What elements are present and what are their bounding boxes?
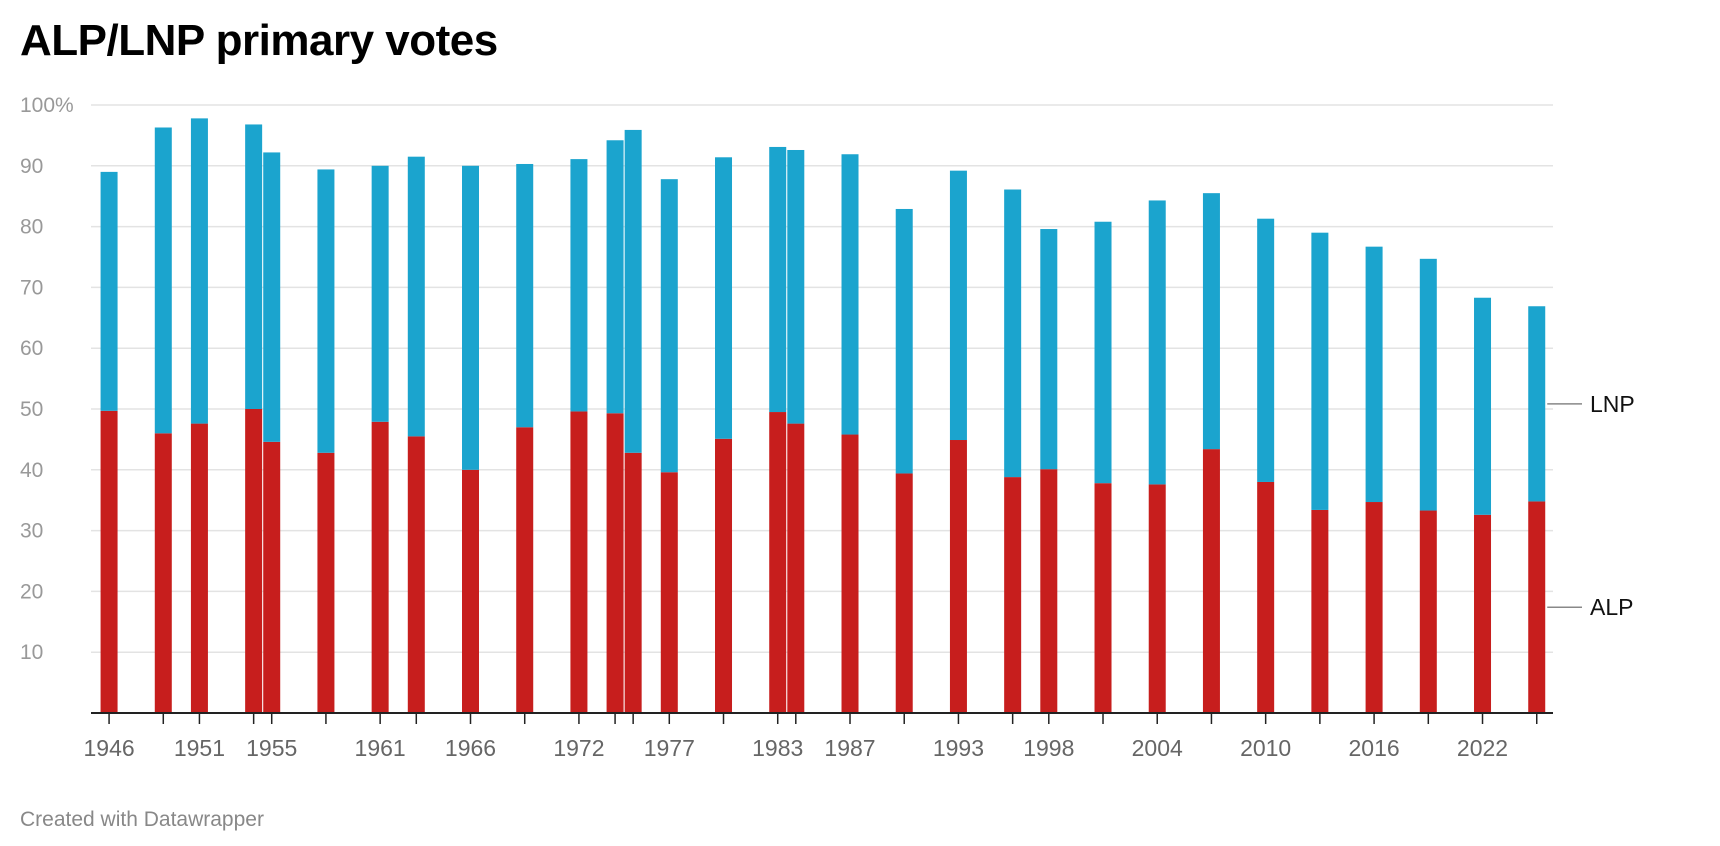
bar-alp <box>516 427 534 713</box>
x-tick-label: 2010 <box>1240 735 1291 761</box>
x-tick-label: 1983 <box>752 735 803 761</box>
bar-lnp <box>949 170 967 441</box>
y-tick-label: 50 <box>20 398 43 421</box>
bar-lnp <box>570 159 588 412</box>
bar-alp <box>1040 469 1058 713</box>
bar-alp <box>190 423 208 713</box>
bar-lnp <box>1365 246 1383 503</box>
x-tick-label: 1977 <box>644 735 695 761</box>
bar-alp <box>462 469 480 713</box>
bar-lnp <box>154 127 172 434</box>
bar-lnp <box>407 156 425 437</box>
bar-lnp <box>1311 232 1329 510</box>
bar-alp <box>787 423 805 713</box>
bar-lnp <box>100 171 118 411</box>
x-tick-label: 1951 <box>174 735 225 761</box>
bar-lnp <box>769 146 787 413</box>
bar-alp <box>715 438 733 713</box>
bar-alp <box>1257 481 1275 713</box>
bar-alp <box>1202 449 1220 713</box>
series-label-alp: ALP <box>1590 594 1633 620</box>
bar-alp <box>371 421 389 713</box>
bar-lnp <box>787 149 805 424</box>
series-label-lnp: LNP <box>1590 391 1635 417</box>
footer-credit: Created with Datawrapper <box>20 808 264 831</box>
bar-alp <box>769 412 787 713</box>
y-tick-label: 10 <box>20 641 43 664</box>
bar-lnp <box>715 157 733 439</box>
x-tick-label: 1998 <box>1023 735 1074 761</box>
bar-lnp <box>1148 200 1166 485</box>
bar-alp <box>407 436 425 713</box>
x-tick-label: 1946 <box>83 735 134 761</box>
bar-alp <box>154 433 172 713</box>
bar-lnp <box>1528 306 1546 502</box>
bar-alp <box>1148 484 1166 713</box>
bar-alp <box>1094 483 1112 713</box>
y-tick-label: 80 <box>20 216 43 239</box>
bar-alp <box>317 452 335 713</box>
bar-alp <box>606 413 624 713</box>
y-tick-label: 60 <box>20 337 43 360</box>
y-tick-label: 70 <box>20 276 43 299</box>
bar-lnp <box>841 154 859 435</box>
x-tick-label: 1993 <box>933 735 984 761</box>
bar-alp <box>263 441 281 713</box>
x-tick-label: 2004 <box>1132 735 1183 761</box>
bar-alp <box>1528 501 1546 713</box>
bar-lnp <box>516 163 534 428</box>
bar-alp <box>660 472 678 713</box>
bar-alp <box>1419 510 1437 713</box>
bar-lnp <box>245 124 263 410</box>
bar-lnp <box>660 179 678 473</box>
bar-alp <box>949 440 967 713</box>
bar-lnp <box>462 165 480 470</box>
bar-lnp <box>1040 229 1058 470</box>
x-tick-label: 1987 <box>824 735 875 761</box>
bar-alp <box>841 434 859 713</box>
bar-alp <box>895 473 913 713</box>
bar-lnp <box>1094 221 1112 484</box>
bar-lnp <box>1202 193 1220 450</box>
bar-lnp <box>1419 258 1437 511</box>
x-tick-label: 1966 <box>445 735 496 761</box>
bar-lnp <box>317 169 335 453</box>
bar-alp <box>1474 514 1492 713</box>
bar-lnp <box>606 140 624 414</box>
bar-lnp <box>624 129 642 453</box>
y-tick-label: 30 <box>20 520 43 543</box>
bar-lnp <box>371 165 389 422</box>
bar-lnp <box>895 208 913 474</box>
y-tick-label: 100% <box>20 94 74 117</box>
bar-lnp <box>1474 297 1492 515</box>
bar-lnp <box>1257 218 1275 482</box>
bar-lnp <box>263 152 281 442</box>
chart-title: ALP/LNP primary votes <box>20 16 498 65</box>
x-tick-label: 1972 <box>553 735 604 761</box>
bar-alp <box>100 410 118 713</box>
bar-alp <box>1365 502 1383 713</box>
bar-alp <box>570 411 588 713</box>
x-tick-label: 1961 <box>355 735 406 761</box>
x-tick-label: 2016 <box>1349 735 1400 761</box>
bar-alp <box>624 452 642 713</box>
y-tick-label: 90 <box>20 155 43 178</box>
bar-lnp <box>190 118 208 424</box>
bar-alp <box>245 409 263 713</box>
bar-alp <box>1004 477 1022 713</box>
x-tick-label: 1955 <box>246 735 297 761</box>
bar-alp <box>1311 509 1329 713</box>
bar-lnp <box>1004 189 1022 478</box>
x-tick-label: 2022 <box>1457 735 1508 761</box>
y-tick-label: 20 <box>20 580 43 603</box>
y-tick-label: 40 <box>20 459 43 482</box>
